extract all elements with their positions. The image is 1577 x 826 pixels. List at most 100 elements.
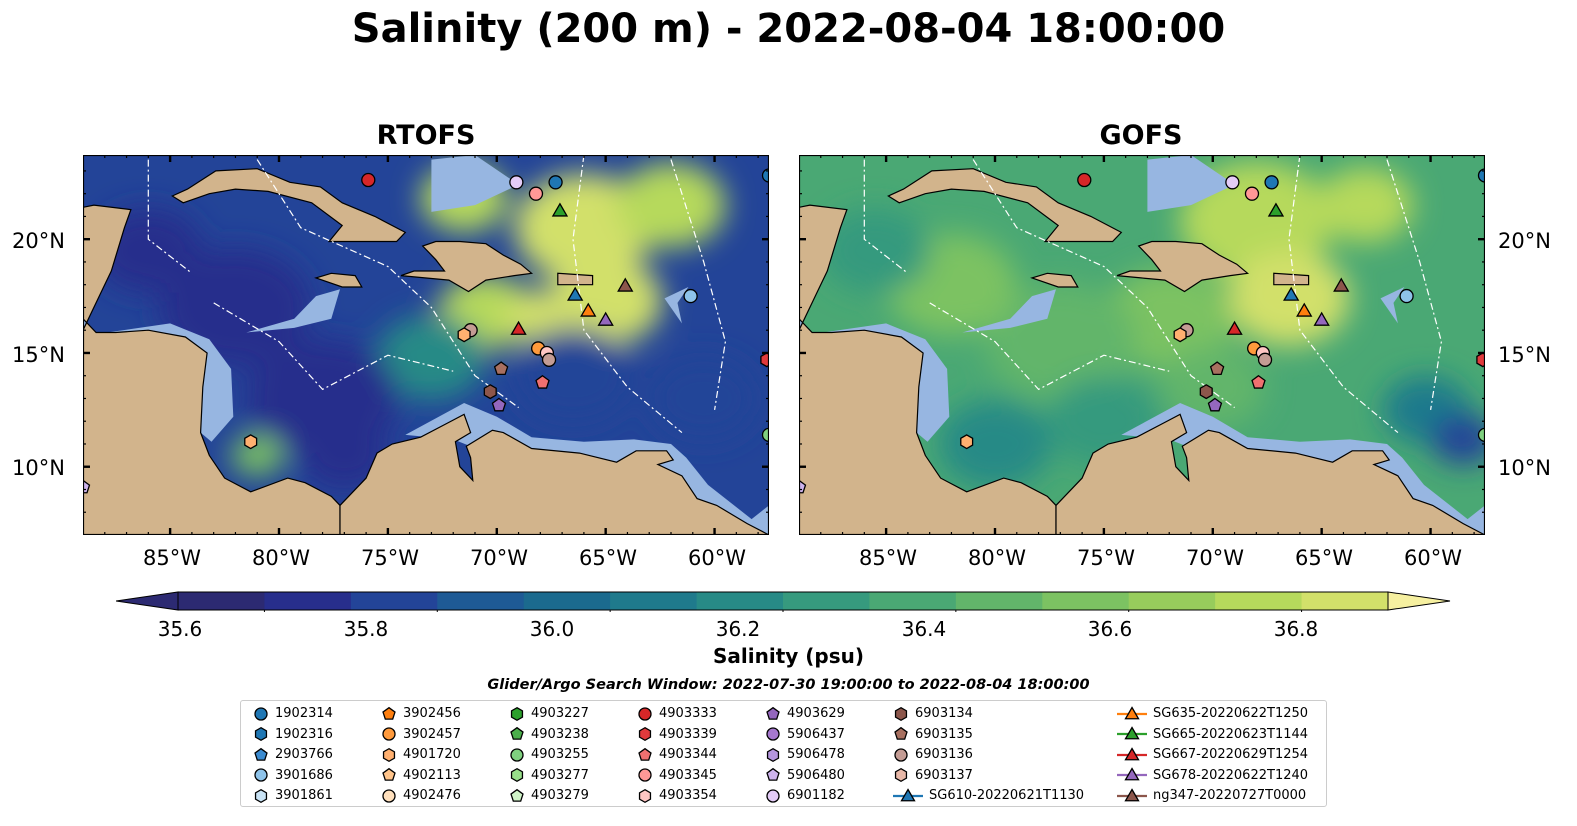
panel-title-gofs: GOFS — [1099, 120, 1183, 151]
legend-marker-icon — [766, 789, 780, 803]
legend-marker-icon — [766, 727, 780, 741]
map-frame — [799, 155, 1485, 535]
legend-entry: 6903135 — [893, 724, 973, 745]
main-title: Salinity (200 m) - 2022-08-04 18:00:00 — [351, 6, 1226, 52]
colorbar-extend-high — [1387, 591, 1451, 611]
legend-entry: ng347-20220727T0000 — [1117, 785, 1306, 806]
legend-marker — [766, 789, 780, 803]
legend-label: 4902113 — [403, 767, 461, 783]
legend-entry: 3902457 — [381, 724, 461, 745]
boundary-line — [1288, 155, 1399, 434]
legend-marker-icon — [382, 747, 396, 762]
legend-entry: 4903255 — [509, 744, 589, 765]
land-cuba — [887, 168, 1123, 243]
observation-marker — [567, 286, 584, 301]
legend-entry: 5906437 — [765, 724, 845, 745]
observation-marker — [960, 434, 974, 450]
legend-label: SG678-20220622T1240 — [1153, 767, 1309, 783]
lon-label-70w-rtofs: 70°W — [470, 546, 528, 570]
land-south-america — [1055, 413, 1485, 535]
colorbar-tick-36-0: 36.0 — [529, 617, 575, 641]
land-hispaniola — [400, 240, 534, 293]
observation-marker — [580, 302, 597, 317]
colorbar-bin — [869, 592, 957, 610]
legend-entry: 4903629 — [765, 703, 845, 724]
legend-label: 3902456 — [403, 706, 461, 721]
land-jamaica — [314, 272, 363, 288]
legend-title: Glider/Argo Search Window: 2022-07-30 19… — [487, 677, 1090, 693]
observation-marker — [548, 175, 563, 190]
legend-label: SG667-20220629T1254 — [1153, 747, 1309, 763]
legend-marker-icon — [766, 747, 780, 762]
colorbar-bin — [1128, 592, 1216, 610]
legend-entry: 4903333 — [637, 703, 717, 724]
legend-marker-icon — [254, 727, 268, 742]
observation-marker — [1226, 320, 1243, 335]
legend-entry: 6901182 — [765, 785, 845, 806]
salinity-patch — [820, 208, 930, 294]
legend-marker — [254, 706, 268, 721]
legend-label: 4901720 — [403, 747, 461, 763]
colorbar-tick-36-6: 36.6 — [1087, 617, 1133, 641]
colorbar-bin — [1215, 592, 1303, 610]
observation-marker — [617, 277, 634, 292]
lon-label-60w-gofs: 60°W — [1404, 546, 1462, 570]
legend-label: 5906478 — [787, 747, 845, 763]
legend-marker — [894, 706, 908, 721]
observation-marker — [1209, 361, 1225, 376]
shallow-shelf — [1147, 155, 1235, 212]
observation-marker — [1244, 186, 1260, 201]
boundary-line — [256, 159, 519, 409]
legend-marker-icon — [510, 768, 524, 783]
legend-entry: 3901861 — [253, 785, 333, 806]
shallow-shelf — [1380, 287, 1405, 324]
land-central-america — [83, 204, 341, 535]
legend-label: 1902316 — [275, 726, 333, 742]
legend-label: 4903339 — [659, 726, 717, 742]
boundary-line — [213, 302, 454, 391]
colorbar-extend-low — [116, 591, 179, 611]
legend-marker-icon — [382, 706, 396, 720]
boundary-line — [572, 155, 683, 434]
legend-entry: 4903227 — [509, 703, 589, 724]
land-central-america — [799, 204, 1057, 535]
legend-marker-icon — [638, 768, 652, 782]
legend-label: 4902476 — [403, 788, 461, 804]
observation-marker — [1399, 288, 1414, 304]
lat-label-10n-right: 10°N — [1498, 456, 1551, 480]
shallow-shelf — [962, 289, 1056, 333]
observation-marker — [1257, 352, 1273, 367]
shallow-shelf — [431, 155, 519, 212]
legend-entry: 4903277 — [509, 765, 589, 786]
legend-marker — [382, 747, 396, 762]
observation-marker — [1477, 168, 1485, 183]
legend-label: 6903135 — [915, 726, 973, 742]
colorbar-bin — [1042, 592, 1130, 610]
legend-marker-icon — [638, 788, 652, 803]
colorbar-bin — [523, 592, 611, 610]
legend-marker-icon — [510, 748, 524, 762]
legend-marker-icon — [638, 706, 652, 721]
legend-label: 4903354 — [659, 788, 717, 804]
legend-marker — [1124, 767, 1140, 781]
legend-entry: 5906480 — [765, 765, 845, 786]
legend-label: 4903279 — [531, 788, 589, 804]
legend-label: SG665-20220623T1144 — [1153, 726, 1309, 742]
legend-label: 2903766 — [275, 747, 333, 763]
salinity-patch — [1430, 413, 1485, 465]
legend-label: 3901686 — [275, 767, 333, 783]
observation-marker — [483, 384, 497, 400]
observation-marker — [361, 172, 376, 188]
legend-entry: 1902314 — [253, 703, 333, 724]
observation-marker — [1225, 175, 1240, 190]
legend-marker-icon — [1117, 746, 1147, 761]
legend-label: 4903629 — [787, 706, 845, 721]
legend-label: 6901182 — [787, 788, 845, 804]
legend-marker — [638, 788, 652, 803]
shallow-shelf — [664, 287, 689, 324]
observation-marker — [510, 320, 527, 335]
lat-label-20n-right: 20°N — [1498, 229, 1551, 253]
lon-label-85w-gofs: 85°W — [859, 546, 917, 570]
observation-marker — [1267, 202, 1285, 217]
observation-marker — [541, 352, 557, 367]
